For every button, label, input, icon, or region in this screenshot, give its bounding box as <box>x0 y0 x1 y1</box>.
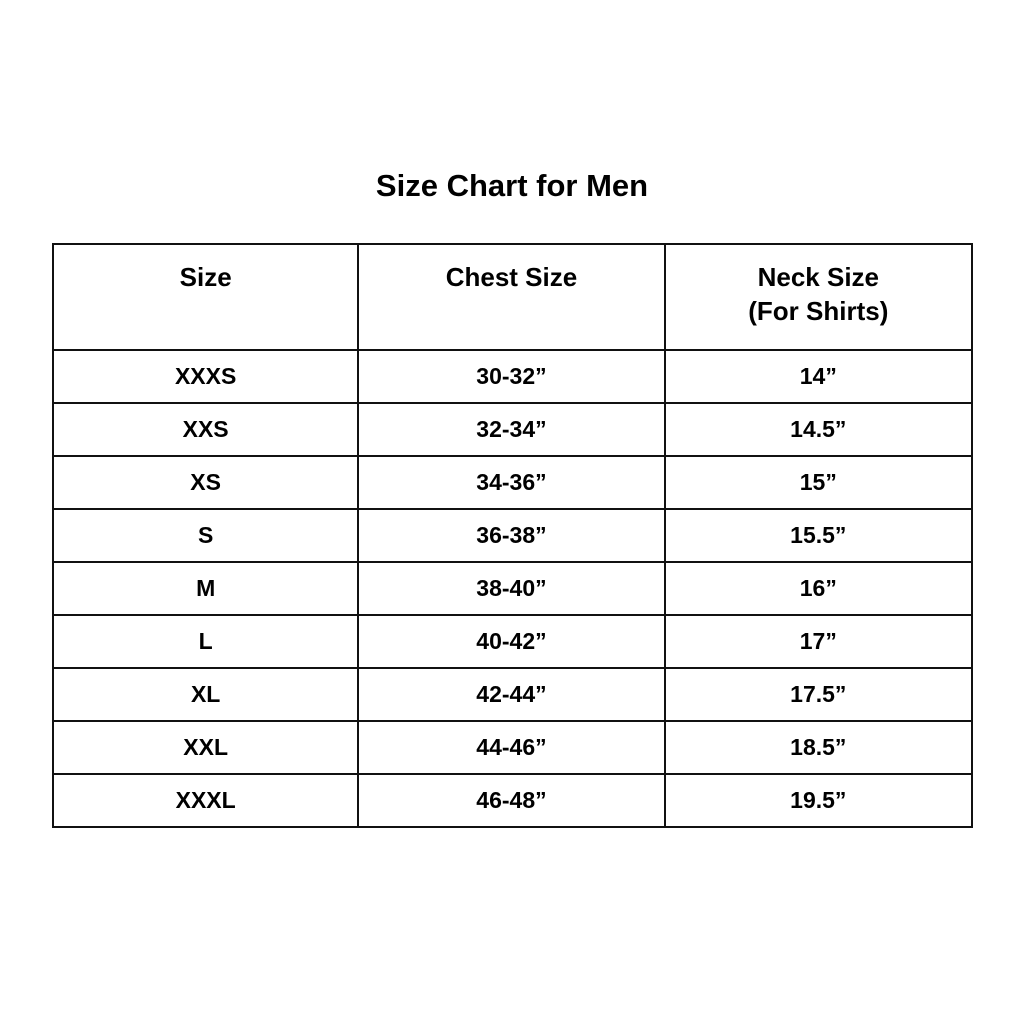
header-size: Size <box>51 243 360 351</box>
chest-cell: 46-48” <box>357 773 666 828</box>
table-row: XXXL 46-48” 19.5” <box>51 773 974 828</box>
header-chest: Chest Size <box>357 243 666 351</box>
size-cell: XXL <box>51 720 360 775</box>
size-cell: XXXL <box>51 773 360 828</box>
neck-cell: 14” <box>663 349 974 404</box>
chest-cell: 36-38” <box>357 508 666 563</box>
header-chest-label: Chest Size <box>445 262 578 292</box>
neck-cell: 16” <box>663 561 974 616</box>
chest-cell: 30-32” <box>357 349 666 404</box>
chest-cell: 44-46” <box>357 720 666 775</box>
neck-cell: 17” <box>663 614 974 669</box>
size-cell: S <box>51 508 360 563</box>
size-cell: XXXS <box>51 349 360 404</box>
table-row: XS 34-36” 15” <box>51 455 974 510</box>
size-cell: XXS <box>51 402 360 457</box>
chest-cell: 32-34” <box>357 402 666 457</box>
table-row: XXXS 30-32” 14” <box>51 349 974 404</box>
size-cell: M <box>51 561 360 616</box>
header-neck-sublabel: (For Shirts) <box>748 296 889 326</box>
neck-cell: 15” <box>663 455 974 510</box>
size-chart-table: Size Chest Size Neck Size (For Shirts) XX… <box>51 243 974 828</box>
page-title: Size Chart for Men <box>375 168 649 203</box>
table-row: XXS 32-34” 14.5” <box>51 402 974 457</box>
chest-cell: 34-36” <box>357 455 666 510</box>
chest-cell: 38-40” <box>357 561 666 616</box>
table-row: XL 42-44” 17.5” <box>51 667 974 722</box>
neck-cell: 15.5” <box>663 508 974 563</box>
header-size-label: Size <box>179 262 232 292</box>
header-neck: Neck Size (For Shirts) <box>663 243 974 351</box>
header-row: Size Chest Size Neck Size (For Shirts) <box>51 243 974 351</box>
size-cell: XS <box>51 455 360 510</box>
table-row: M 38-40” 16” <box>51 561 974 616</box>
header-neck-label: Neck Size <box>757 262 880 292</box>
size-cell: XL <box>51 667 360 722</box>
table-row: XXL 44-46” 18.5” <box>51 720 974 775</box>
neck-cell: 14.5” <box>663 402 974 457</box>
neck-cell: 18.5” <box>663 720 974 775</box>
chest-cell: 42-44” <box>357 667 666 722</box>
chest-cell: 40-42” <box>357 614 666 669</box>
neck-cell: 17.5” <box>663 667 974 722</box>
table-row: S 36-38” 15.5” <box>51 508 974 563</box>
size-cell: L <box>51 614 360 669</box>
table-row: L 40-42” 17” <box>51 614 974 669</box>
neck-cell: 19.5” <box>663 773 974 828</box>
